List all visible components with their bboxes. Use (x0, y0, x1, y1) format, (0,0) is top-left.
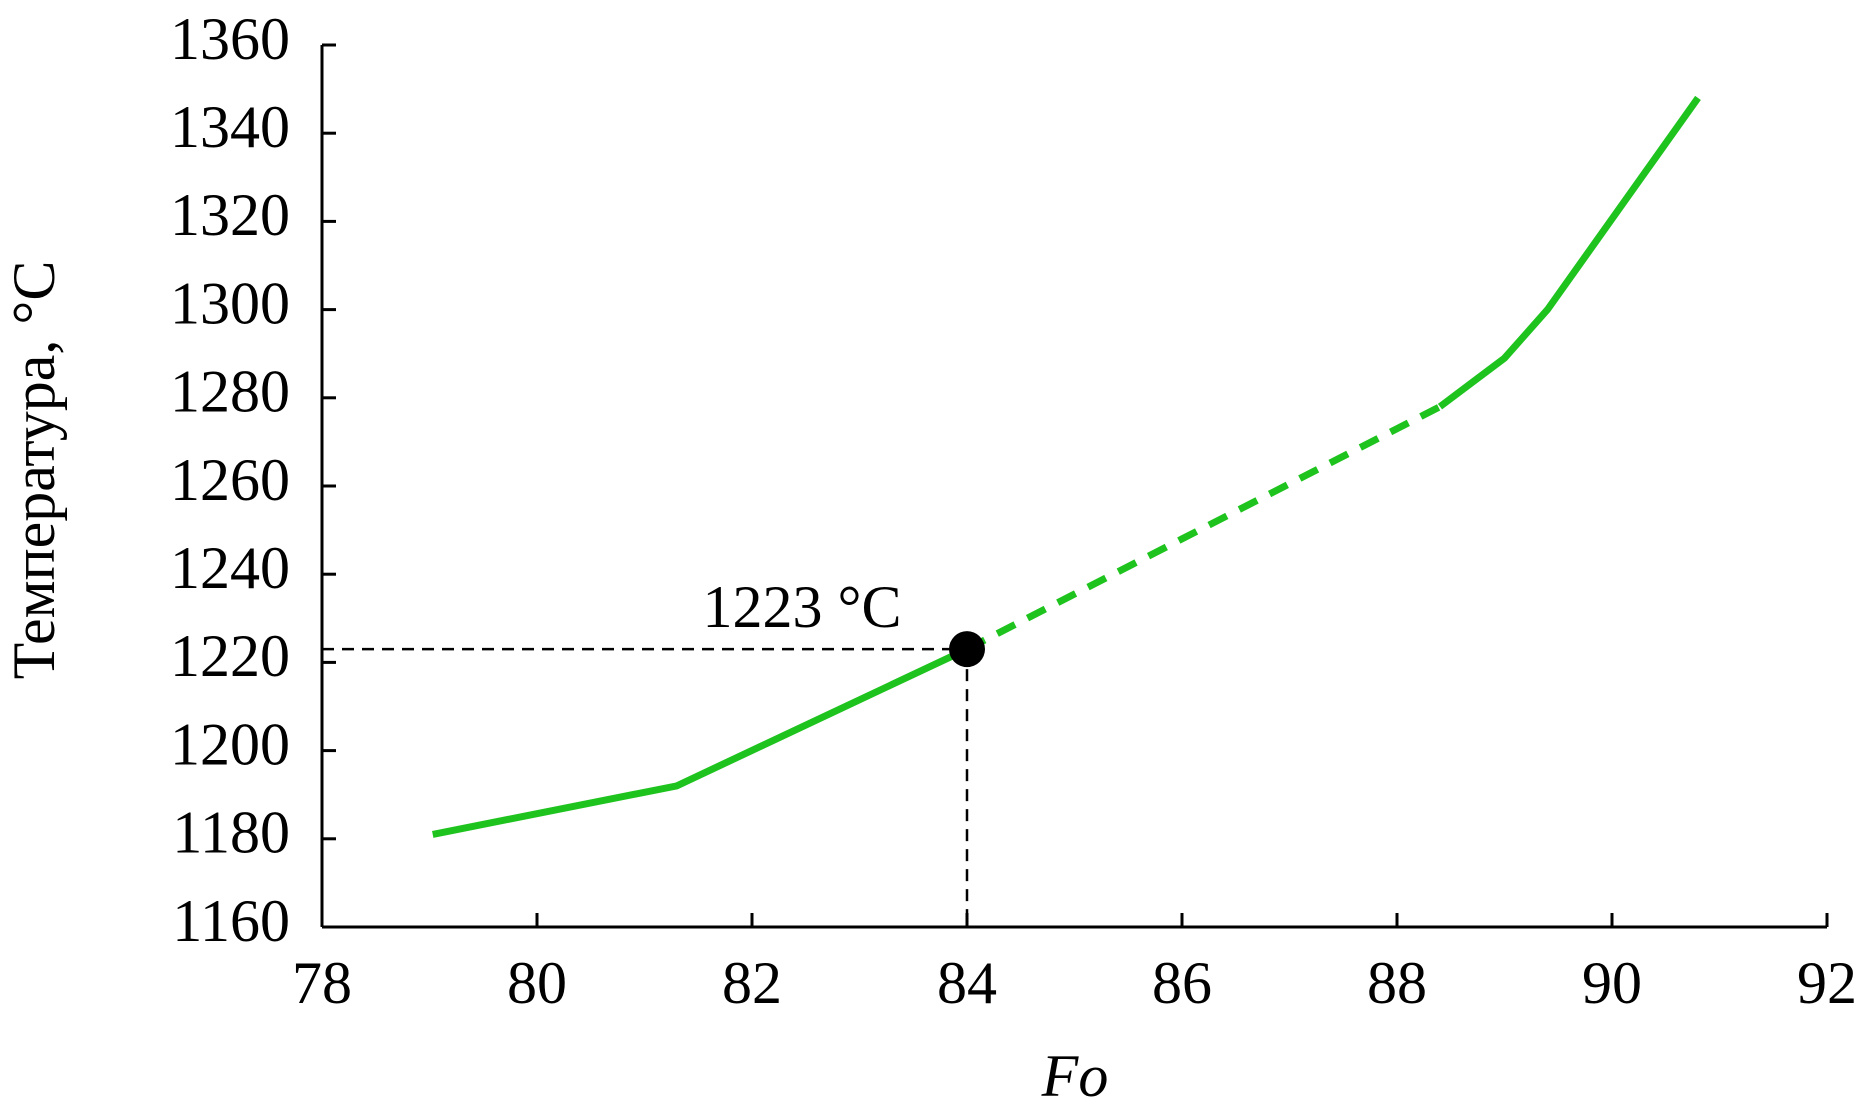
y-tick-label: 1200 (170, 711, 290, 777)
y-tick-label: 1300 (170, 270, 290, 336)
x-tick-label: 84 (937, 950, 997, 1016)
y-tick-label: 1340 (170, 94, 290, 160)
x-tick-label: 88 (1367, 950, 1427, 1016)
x-tick-label: 80 (507, 950, 567, 1016)
y-tick-label: 1220 (170, 623, 290, 689)
x-tick-label: 82 (722, 950, 782, 1016)
y-tick-label: 1180 (172, 800, 290, 866)
x-tick-label: 92 (1797, 950, 1857, 1016)
x-tick-label: 86 (1152, 950, 1212, 1016)
x-tick-label: 90 (1582, 950, 1642, 1016)
y-tick-label: 1260 (170, 447, 290, 513)
y-axis-label: Температура, °C (1, 261, 67, 680)
y-tick-label: 1280 (170, 359, 290, 425)
y-tick-label: 1360 (170, 6, 290, 72)
y-tick-label: 1320 (170, 182, 290, 248)
point-label: 1223 °C (702, 574, 901, 640)
y-tick-label: 1160 (172, 888, 290, 954)
data-point (949, 631, 985, 668)
data-line (432, 646, 969, 838)
data-line (965, 403, 1442, 653)
x-axis-label: Fo (1041, 1043, 1109, 1109)
x-tick-label: 78 (292, 950, 352, 1016)
y-tick-label: 1240 (170, 535, 290, 601)
data-line (1437, 95, 1701, 410)
